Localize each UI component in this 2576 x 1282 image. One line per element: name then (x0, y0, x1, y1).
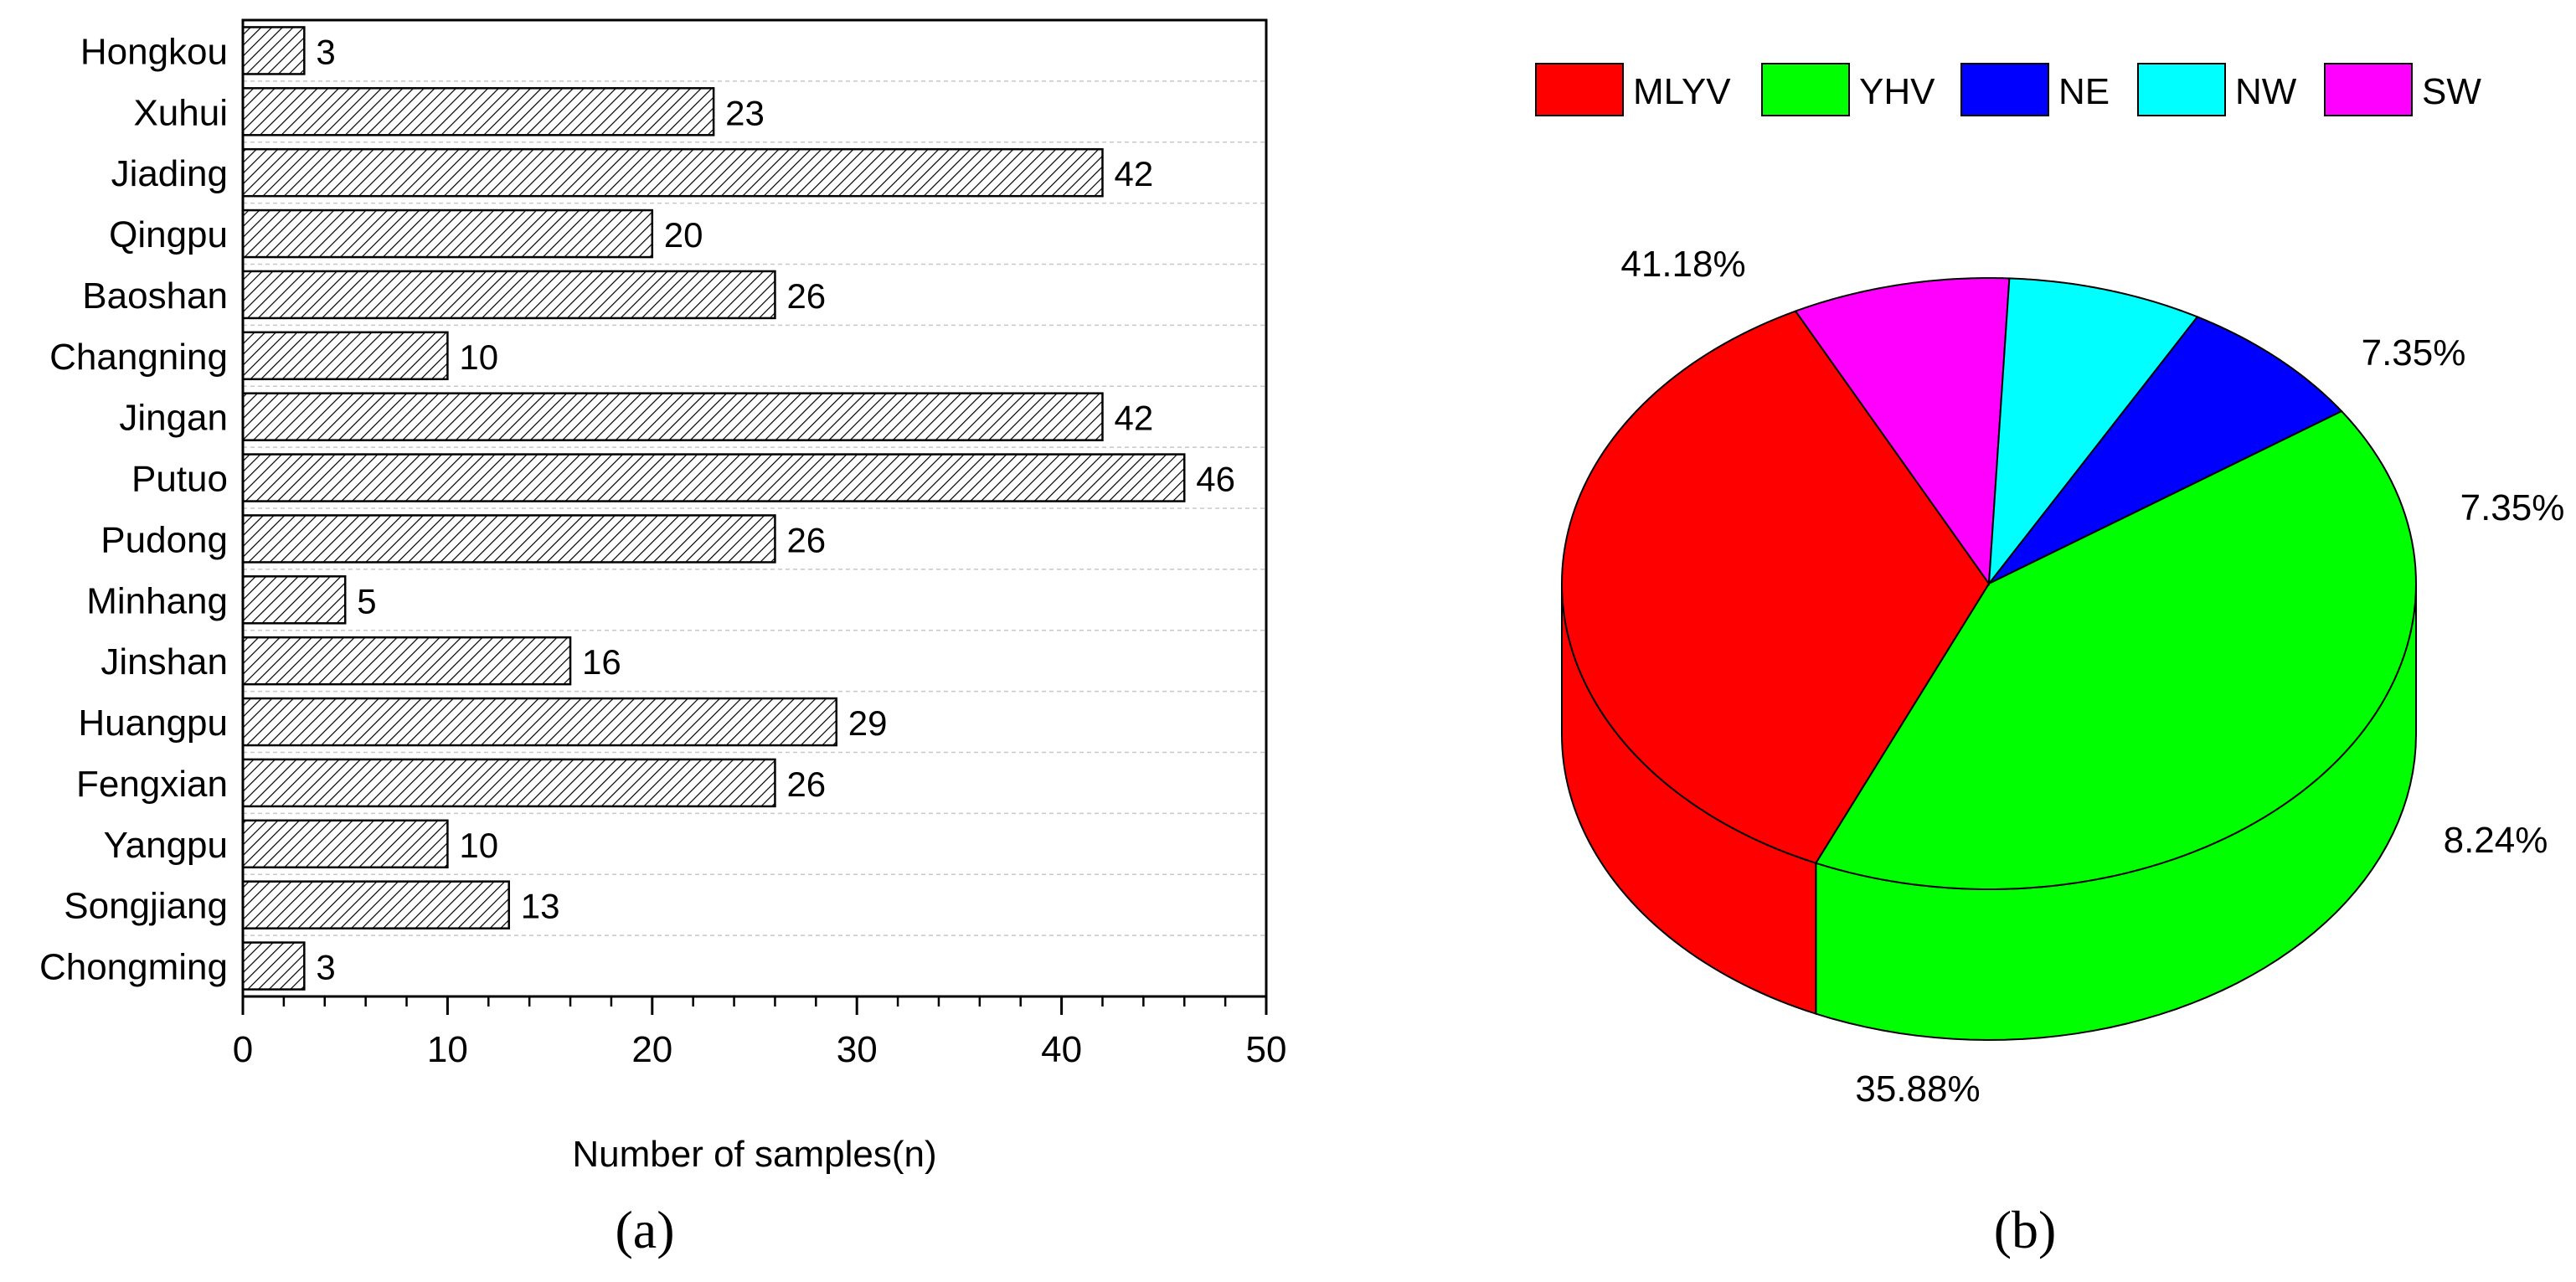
data-label: 3 (316, 948, 335, 987)
bar-jiading (241, 147, 1104, 198)
pie-value-label-sw: 8.24% (2444, 820, 2548, 861)
x-tick-label: 20 (631, 1029, 672, 1070)
x-tick-label: 10 (427, 1029, 468, 1070)
category-label: Xuhui (133, 92, 228, 133)
x-tick-label: 40 (1041, 1029, 1082, 1070)
bar-baoshan (241, 270, 776, 320)
category-label: Qingpu (109, 214, 228, 255)
legend-swatch-sw (2324, 63, 2413, 116)
legend-label-ne: NE (2058, 71, 2110, 112)
category-label: Jiading (111, 153, 228, 194)
x-tick-label: 30 (837, 1029, 878, 1070)
bar-fengxian (241, 758, 776, 808)
data-label: 16 (582, 642, 621, 682)
bar-qingpu (241, 209, 654, 259)
bar-yangpu (241, 819, 449, 869)
x-tick-label: 0 (233, 1029, 253, 1070)
legend: MLYV YHV NE NW SW (1535, 63, 2481, 116)
bar-xuhui (241, 87, 715, 136)
bar-changning (241, 331, 449, 381)
category-label: Pudong (100, 519, 228, 560)
category-label: Huangpu (78, 703, 228, 744)
category-label: Chongming (39, 947, 228, 988)
category-label: Baoshan (82, 275, 228, 317)
bar-pudong (241, 514, 776, 564)
pie-slice-mlyv (1560, 310, 1991, 864)
legend-swatch-yhv (1761, 63, 1850, 116)
panel-label-b: (b) (1994, 1200, 2057, 1259)
bar-jinshan (241, 636, 572, 686)
x-axis-label: Number of samples(n) (572, 1134, 936, 1175)
pie-slice-ne (1988, 316, 2343, 584)
pie-value-labels: 7.35% 41.18% 35.88% 8.24% 7.35% (1620, 244, 2564, 1110)
data-label: 10 (459, 337, 498, 377)
bar-minhang (241, 575, 347, 625)
bar-songjiang (241, 880, 510, 929)
data-label: 20 (664, 215, 703, 255)
category-label: Songjiang (64, 886, 228, 927)
data-label: 42 (1114, 399, 1153, 438)
data-label: 13 (521, 887, 560, 926)
legend-label-yhv: YHV (1859, 71, 1935, 112)
pie-value-label-ne: 7.35% (2362, 332, 2466, 373)
gridlines (243, 80, 1266, 936)
data-label: 5 (357, 581, 376, 620)
legend-label-nw: NW (2235, 71, 2297, 112)
pie-slice-yhv (1814, 409, 2418, 890)
data-label: 26 (786, 765, 826, 804)
data-label: 26 (786, 276, 826, 316)
pie-slices (1560, 277, 2418, 890)
pie-value-label-nw: 7.35% (2460, 487, 2565, 528)
category-label: Minhang (86, 580, 228, 621)
bar-jingan (241, 392, 1104, 441)
category-label: Jinshan (100, 641, 228, 682)
data-label: 23 (725, 93, 765, 132)
data-label: 29 (848, 703, 888, 743)
legend-swatch-nw (2137, 63, 2226, 116)
data-labels: 3 23 42 20 26 10 42 46 26 5 16 29 26 10 13 3 (316, 32, 1235, 986)
legend-label-sw: SW (2422, 71, 2481, 112)
bar-huangpu (241, 697, 838, 747)
data-label: 10 (459, 826, 498, 865)
plot-frame (241, 18, 1268, 998)
x-axis: 0 10 20 30 40 50 (233, 996, 1287, 1070)
data-label: 26 (786, 520, 826, 559)
bar-putuo (241, 453, 1186, 502)
data-label: 46 (1196, 460, 1235, 499)
pie-slice-sw (1794, 277, 2011, 586)
category-label: Putuo (131, 459, 228, 500)
data-label: 42 (1114, 154, 1153, 193)
bar-hongkou (241, 26, 306, 75)
category-label: Hongkou (80, 31, 228, 72)
bar-chongming (241, 941, 306, 991)
pie-chart-panel: MLYV YHV NE NW SW 7.35%41.18%35.88%8.24%7.35… (1535, 63, 2564, 1259)
category-label: Changning (49, 337, 228, 378)
legend-label-mlyv: MLYV (1633, 71, 1731, 112)
pie-value-label-yhv: 41.18% (1620, 244, 1745, 285)
category-label: Jingan (119, 398, 228, 439)
bar-chart-panel: Hongkou Xuhui Jiading Qingpu Baoshan Changnin… (39, 18, 1287, 1259)
pie-value-label-mlyv: 35.88% (1855, 1068, 1980, 1110)
panel-label-a: (a) (615, 1200, 674, 1259)
category-label: Yangpu (104, 825, 228, 866)
x-tick-label: 50 (1246, 1029, 1287, 1070)
legend-swatch-mlyv (1535, 63, 1624, 116)
legend-swatch-ne (1960, 63, 2049, 116)
category-label: Fengxian (76, 764, 228, 805)
category-labels: Hongkou Xuhui Jiading Qingpu Baoshan Changnin… (39, 31, 228, 987)
pie-slice-nw (1987, 277, 2199, 587)
data-label: 3 (316, 32, 335, 71)
